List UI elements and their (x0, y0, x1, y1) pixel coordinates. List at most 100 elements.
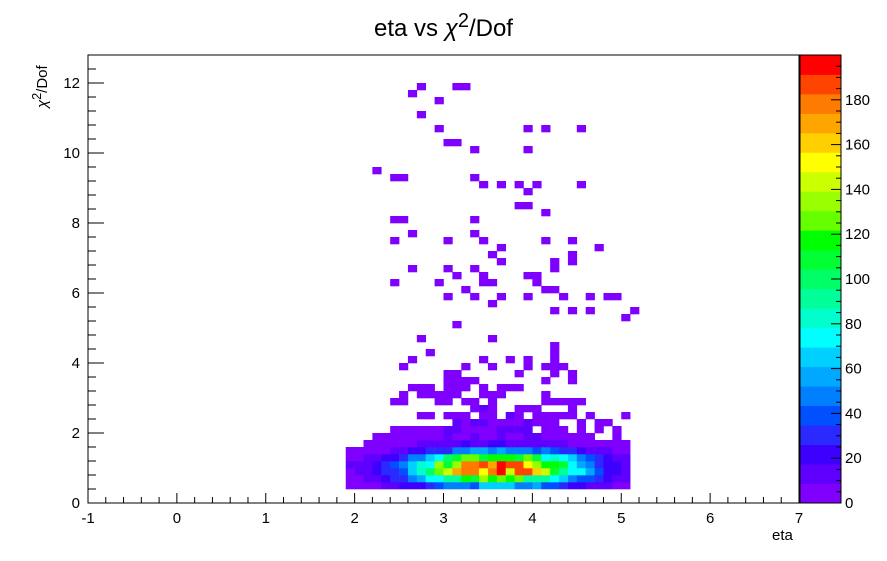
histogram-bin (487, 468, 498, 476)
histogram-bin (399, 461, 409, 469)
histogram-bin (585, 482, 595, 490)
histogram-bin (434, 468, 444, 476)
histogram-bin (612, 468, 622, 476)
histogram-bin (390, 216, 400, 224)
histogram-bin (425, 482, 435, 490)
histogram-bin (470, 419, 480, 427)
histogram-bin (541, 125, 551, 133)
histogram-bin (612, 461, 622, 469)
histogram-bin (372, 482, 382, 490)
y-tick-label: 4 (72, 355, 80, 372)
histogram-bin (479, 461, 489, 469)
histogram-bin (479, 433, 489, 441)
palette-band (800, 288, 841, 309)
histogram-bin (470, 447, 480, 455)
histogram-bin (479, 279, 489, 287)
histogram-bin (434, 398, 444, 406)
histogram-bin (541, 419, 551, 427)
y-axis-ticks: 0 2 4 6 8 10 12 (63, 54, 104, 512)
histogram-bin (550, 265, 560, 273)
histogram-bin (523, 125, 533, 133)
histogram-bin (407, 454, 418, 462)
histogram-bin (576, 454, 586, 462)
histogram-bin (461, 363, 471, 371)
histogram-bin (496, 258, 507, 266)
histogram-bin (585, 447, 595, 455)
histogram-bin (567, 461, 578, 469)
histogram-bin (479, 482, 489, 490)
histogram-bin (479, 447, 489, 455)
histogram-bin (390, 468, 400, 476)
histogram-bin (541, 433, 551, 441)
histogram-bin (479, 181, 489, 189)
histogram-bin (381, 468, 391, 476)
histogram-bin (345, 454, 355, 462)
histogram-bin (425, 468, 435, 476)
histogram-bin (550, 349, 560, 357)
histogram-bin (434, 475, 444, 483)
histogram-bin (399, 433, 409, 441)
histogram-bin (612, 482, 622, 490)
histogram-bins (345, 83, 640, 490)
histogram-bin (594, 475, 604, 483)
histogram-bin (470, 216, 480, 224)
histogram-bin (434, 426, 444, 434)
histogram-bin (363, 482, 373, 490)
histogram-bin (416, 475, 427, 483)
histogram-bin (505, 468, 515, 476)
histogram-bin (479, 412, 489, 420)
histogram-bin (550, 440, 560, 448)
palette-band (800, 464, 841, 484)
histogram-bin (532, 447, 542, 455)
histogram-bin (407, 384, 418, 392)
histogram-bin (594, 461, 604, 469)
histogram-bin (443, 139, 453, 147)
histogram-bin (354, 468, 364, 476)
histogram-bin (585, 454, 595, 462)
histogram-bin (416, 335, 427, 343)
y-tick-label: 8 (72, 215, 80, 232)
histogram-bin (443, 398, 453, 406)
histogram-bin (452, 83, 462, 91)
histogram-bin (407, 356, 418, 364)
histogram-bin (443, 265, 453, 273)
histogram-bin (496, 454, 507, 462)
histogram-bin (576, 125, 586, 133)
histogram-bin (407, 482, 418, 490)
histogram-bin (541, 363, 551, 371)
histogram-bin (372, 447, 382, 455)
histogram-bin (443, 433, 453, 441)
histogram-bin (372, 167, 382, 175)
histogram-bin (594, 440, 604, 448)
histogram-bin (487, 391, 498, 399)
histogram-bin (532, 440, 542, 448)
histogram-bin (514, 447, 524, 455)
histogram-bin (496, 440, 507, 448)
histogram-bin (461, 468, 471, 476)
histogram-bin (443, 447, 453, 455)
histogram-bin (550, 412, 560, 420)
x-tick-label: 4 (528, 510, 536, 527)
histogram-bin (550, 398, 560, 406)
histogram-bin (532, 419, 542, 427)
histogram-bin (452, 440, 462, 448)
histogram-bin (621, 475, 631, 483)
histogram-bin (523, 461, 533, 469)
histogram-bin (532, 482, 542, 490)
histogram-bin (541, 237, 551, 245)
histogram-bin (470, 174, 480, 182)
histogram-bin (461, 454, 471, 462)
histogram-bin (390, 398, 400, 406)
histogram-bin (416, 447, 427, 455)
histogram-bin (452, 370, 462, 378)
histogram-bin (496, 293, 507, 301)
histogram-bin (372, 475, 382, 483)
histogram-bin (523, 272, 533, 280)
histogram-bin (470, 426, 480, 434)
histogram-bin (479, 440, 489, 448)
palette-band (800, 132, 841, 153)
histogram-bin (612, 454, 622, 462)
histogram-bin (514, 426, 524, 434)
histogram-bin (505, 419, 515, 427)
histogram-bin (487, 251, 498, 259)
